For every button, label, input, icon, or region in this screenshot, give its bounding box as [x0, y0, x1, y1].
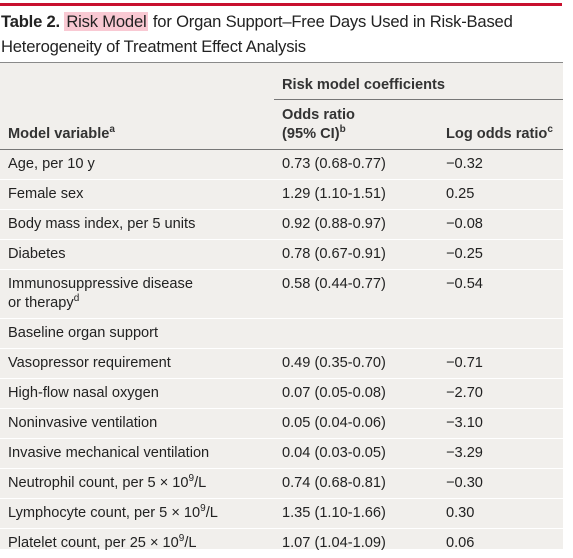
table-cell: 0.25	[438, 180, 563, 210]
table-cell: −0.08	[438, 210, 563, 240]
table-cell: Neutrophil count, per 5 × 109/L	[0, 469, 274, 499]
table-cell: −0.54	[438, 270, 563, 319]
title-label: Table 2.	[1, 12, 60, 31]
table-cell: Body mass index, per 5 units	[0, 210, 274, 240]
empty-header	[0, 63, 274, 100]
table-cell: Baseline organ support	[0, 319, 274, 349]
table-cell: Invasive mechanical ventilation	[0, 439, 274, 469]
table-cell: Age, per 10 y	[0, 150, 274, 180]
column-header: Log odds ratioc	[438, 100, 563, 150]
cell-text: /L	[206, 505, 218, 521]
table-cell: 1.35 (1.10-1.66)	[274, 499, 438, 529]
cell-line: Odds ratio	[282, 107, 355, 123]
cell-text: Platelet count, per 25 × 10	[8, 535, 179, 551]
table-cell: −0.25	[438, 240, 563, 270]
table-cell: 0.30	[438, 499, 563, 529]
table-cell: −0.32	[438, 150, 563, 180]
table-cell	[438, 319, 563, 349]
table-cell: 0.06	[438, 529, 563, 558]
cell-text: Log odds ratio	[446, 126, 547, 142]
cell-line: or therapy	[8, 295, 74, 311]
table-row: Immunosuppressive disease or therapyd 0.58…	[0, 270, 563, 319]
table-cell: 1.07 (1.04-1.09)	[274, 529, 438, 558]
table-cell: −0.71	[438, 349, 563, 379]
table-cell: −3.10	[438, 409, 563, 439]
table-cell: 0.04 (0.03-0.05)	[274, 439, 438, 469]
superscript: b	[340, 124, 346, 135]
cell-line: Immunosuppressive disease	[8, 276, 193, 292]
cell-line: (95% CI)	[282, 126, 340, 142]
superscript: a	[109, 124, 115, 135]
table-cell	[274, 319, 438, 349]
table-title: Table 2. Risk Model for Organ Support–Fr…	[1, 9, 566, 59]
table-cell: Immunosuppressive disease or therapyd	[0, 270, 274, 319]
column-header: Odds ratio (95% CI)b	[274, 100, 438, 150]
group-header: Risk model coefficients	[274, 63, 563, 100]
table-cell: Diabetes	[0, 240, 274, 270]
cell-text: Neutrophil count, per 5 × 10	[8, 475, 189, 491]
table-cell: −0.30	[438, 469, 563, 499]
table-cell: −3.29	[438, 439, 563, 469]
table-cell: Platelet count, per 25 × 109/L	[0, 529, 274, 558]
table-cell: 0.07 (0.05-0.08)	[274, 379, 438, 409]
table-cell: High-flow nasal oxygen	[0, 379, 274, 409]
table-cell: 0.58 (0.44-0.77)	[274, 270, 438, 319]
table-cell: Female sex	[0, 180, 274, 210]
table-cell: −2.70	[438, 379, 563, 409]
cell-text: Lymphocyte count, per 5 × 10	[8, 505, 200, 521]
table-cell: 0.92 (0.88-0.97)	[274, 210, 438, 240]
table-cell: Vasopressor requirement	[0, 349, 274, 379]
cell-text: /L	[194, 475, 206, 491]
table-cell: 1.29 (1.10-1.51)	[274, 180, 438, 210]
table-cell: 0.74 (0.68-0.81)	[274, 469, 438, 499]
table-row: Baseline organ support	[0, 319, 563, 349]
title-highlight: Risk Model	[64, 12, 148, 31]
superscript: c	[547, 124, 553, 135]
table-cell: Lymphocyte count, per 5 × 109/L	[0, 499, 274, 529]
table-cell: 0.73 (0.68-0.77)	[274, 150, 438, 180]
table-cell: Noninvasive ventilation	[0, 409, 274, 439]
table-cell: 0.49 (0.35-0.70)	[274, 349, 438, 379]
top-rule	[0, 3, 562, 6]
column-header: Model variablea	[0, 100, 274, 150]
table-cell: 0.05 (0.04-0.06)	[274, 409, 438, 439]
table-cell: 0.78 (0.67-0.91)	[274, 240, 438, 270]
cell-text: /L	[184, 535, 196, 551]
cell-text: Model variable	[8, 126, 109, 142]
superscript: d	[74, 293, 80, 304]
